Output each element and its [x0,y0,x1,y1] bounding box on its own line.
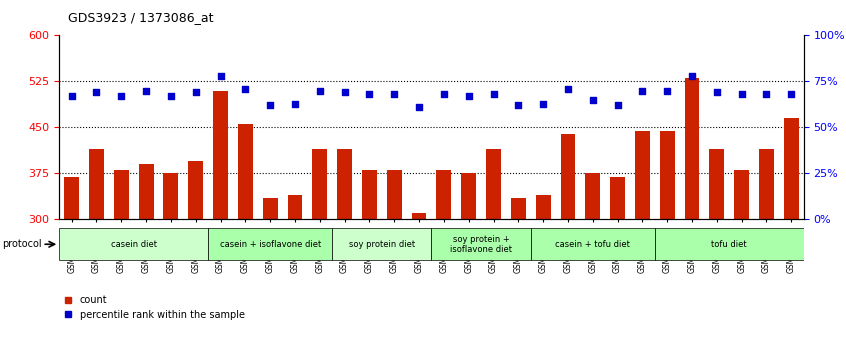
Point [661,88,674,93]
Bar [139,164,153,219]
Bar [585,173,600,219]
Point [263,103,277,108]
Bar [710,149,724,219]
Point [313,88,327,93]
Bar [114,170,129,219]
FancyBboxPatch shape [655,228,804,260]
Point [486,91,500,97]
Point [288,101,302,106]
Text: casein + isoflavone diet: casein + isoflavone diet [219,240,321,249]
Bar [610,177,625,219]
Text: soy protein diet: soy protein diet [349,240,415,249]
Point [65,93,79,99]
Bar [312,149,327,219]
Bar [734,170,749,219]
FancyBboxPatch shape [332,228,431,260]
Point [685,73,699,79]
Bar [536,195,551,219]
FancyBboxPatch shape [530,228,655,260]
Legend: count, percentile rank within the sample: count, percentile rank within the sample [64,295,244,320]
Point [387,91,401,97]
Text: protocol: protocol [3,239,42,249]
FancyBboxPatch shape [208,228,332,260]
Bar [759,149,774,219]
Point [90,90,103,95]
Point [760,91,773,97]
Bar [163,173,179,219]
Point [363,91,376,97]
Bar [288,195,302,219]
Point [710,90,723,95]
FancyBboxPatch shape [431,228,530,260]
Point [784,91,798,97]
Text: casein + tofu diet: casein + tofu diet [555,240,630,249]
Bar [461,173,476,219]
Bar [561,133,575,219]
Point [114,93,128,99]
Bar [511,198,525,219]
Bar [387,170,402,219]
Point [214,73,228,79]
Point [412,104,426,110]
Point [338,90,351,95]
Bar [263,198,277,219]
Bar [338,149,352,219]
Point [735,91,749,97]
Point [189,90,202,95]
Text: soy protein +
isoflavone diet: soy protein + isoflavone diet [450,235,512,254]
Text: casein diet: casein diet [111,240,157,249]
Bar [238,124,253,219]
Bar [660,131,674,219]
Point [437,91,451,97]
Point [536,101,550,106]
Bar [213,91,228,219]
Bar [684,78,700,219]
Bar [437,170,451,219]
Bar [362,170,376,219]
Bar [412,213,426,219]
Bar [64,177,79,219]
Point [635,88,649,93]
Bar [784,118,799,219]
Point [561,86,574,92]
Point [462,93,475,99]
Point [512,103,525,108]
Text: tofu diet: tofu diet [711,240,747,249]
Point [164,93,178,99]
Bar [635,131,650,219]
Point [140,88,153,93]
Point [611,103,624,108]
Point [239,86,252,92]
Bar [189,161,203,219]
Text: GDS3923 / 1373086_at: GDS3923 / 1373086_at [68,11,213,24]
Point [586,97,600,103]
Bar [486,149,501,219]
Bar [89,149,104,219]
FancyBboxPatch shape [59,228,208,260]
